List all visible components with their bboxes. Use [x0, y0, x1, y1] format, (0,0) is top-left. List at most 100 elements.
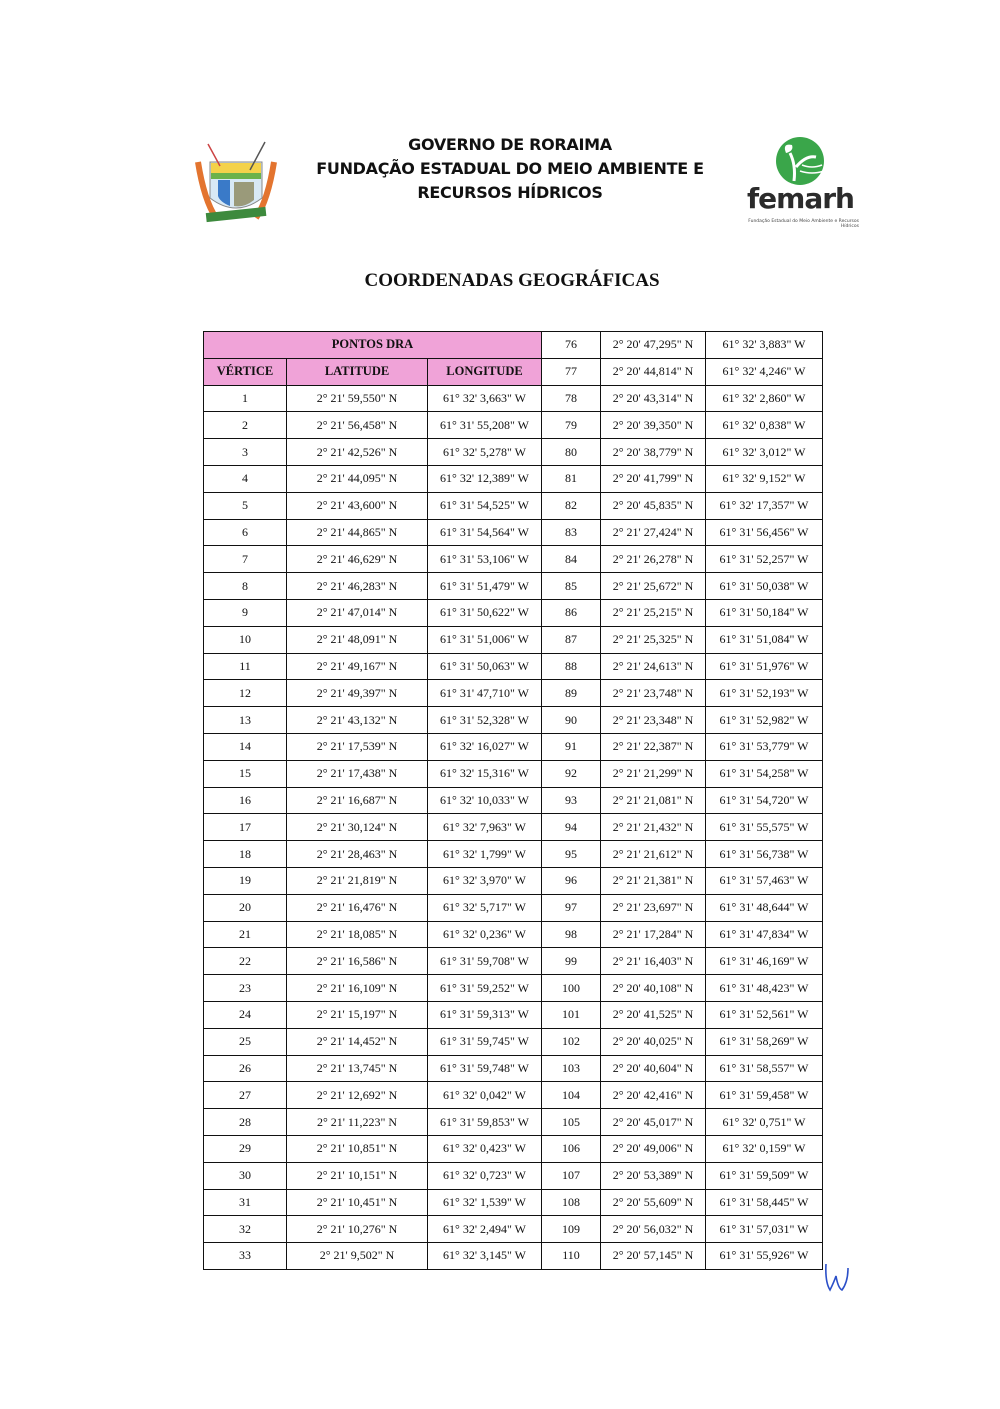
cell-vertice: 15: [203, 759, 287, 788]
cell-longitude: 61° 32' 0,042" W: [427, 1081, 542, 1110]
table-row: 6 2° 21' 44,865" N 61° 31' 54,564" W 83 2° 2…: [203, 518, 823, 547]
cell-vertice: 19: [203, 866, 287, 895]
cell-vertice: 79: [541, 411, 601, 440]
cell-vertice: 82: [541, 491, 601, 520]
cell-vertice: 2: [203, 411, 287, 440]
table-row: 10 2° 21' 48,091" N 61° 31' 51,006" W 87 2° …: [203, 625, 823, 654]
cell-latitude: 2° 20' 42,416" N: [600, 1081, 706, 1110]
table-row: 12 2° 21' 49,397" N 61° 31' 47,710" W 89 2° …: [203, 679, 823, 708]
cell-longitude: 61° 31' 54,258" W: [705, 759, 823, 788]
cell-vertice: 29: [203, 1134, 287, 1163]
header-line-foundation: FUNDAÇÃO ESTADUAL DO MEIO AMBIENTE E: [316, 159, 704, 178]
table-row: 17 2° 21' 30,124" N 61° 32' 7,963" W 94 2° 2…: [203, 813, 823, 842]
cell-latitude: 2° 21' 26,278" N: [600, 545, 706, 574]
cell-longitude: 61° 31' 59,708" W: [427, 947, 542, 976]
table-row: 3 2° 21' 42,526" N 61° 32' 5,278" W 80 2° 20…: [203, 438, 823, 466]
cell-vertice: 17: [203, 813, 287, 842]
cell-longitude: 61° 31' 50,184" W: [705, 598, 823, 627]
cell-longitude: 61° 31' 59,748" W: [427, 1054, 542, 1083]
cell-vertice: 18: [203, 840, 287, 868]
table-row: 16 2° 21' 16,687" N 61° 32' 10,033" W 93 2° …: [203, 786, 823, 815]
cell-vertice: 10: [203, 625, 287, 654]
table-row: 2 2° 21' 56,458" N 61° 31' 55,208" W 79 2° 2…: [203, 411, 823, 440]
coordinates-table: PONTOS DRA 76 2° 20' 47,295" N 61° 32' 3,88…: [203, 331, 823, 1270]
cell-longitude: 61° 32' 2,860" W: [705, 384, 823, 413]
cell-vertice: 80: [541, 438, 601, 466]
cell-latitude: 2° 21' 10,276" N: [286, 1215, 428, 1244]
cell-latitude: 2° 21' 21,299" N: [600, 759, 706, 788]
cell-latitude: 2° 21' 23,697" N: [600, 893, 706, 922]
cell-latitude: 2° 20' 39,350" N: [600, 411, 706, 440]
cell-longitude: 61° 32' 3,970" W: [427, 866, 542, 895]
cell-vertice: 86: [541, 598, 601, 627]
cell-longitude: 61° 32' 7,963" W: [427, 813, 542, 842]
cell-vertice: 33: [203, 1242, 287, 1270]
cell-longitude: 61° 32' 0,423" W: [427, 1134, 542, 1163]
cell-longitude: 61° 31' 48,644" W: [705, 893, 823, 922]
table-row: 8 2° 21' 46,283" N 61° 31' 51,479" W 85 2° 2…: [203, 572, 823, 600]
cell-vertice: 100: [541, 974, 601, 1002]
cell-latitude: 2° 21' 9,502" N: [286, 1242, 428, 1270]
cell-longitude: 61° 31' 53,779" W: [705, 732, 823, 761]
cell-longitude: 61° 32' 1,539" W: [427, 1188, 542, 1217]
cell-longitude: 61° 31' 54,720" W: [705, 786, 823, 815]
cell-longitude: 61° 32' 9,152" W: [705, 464, 823, 493]
table-row: 26 2° 21' 13,745" N 61° 31' 59,748" W 103 2°…: [203, 1054, 823, 1083]
table-row: 7 2° 21' 46,629" N 61° 31' 53,106" W 84 2° 2…: [203, 545, 823, 574]
cell-longitude: 61° 31' 51,006" W: [427, 625, 542, 654]
cell-vertice: 5: [203, 491, 287, 520]
cell-vertice: 101: [541, 1000, 601, 1029]
cell-vertice: 110: [541, 1242, 601, 1270]
cell-latitude: 2° 21' 13,745" N: [286, 1054, 428, 1083]
cell-latitude: 2° 21' 21,612" N: [600, 840, 706, 868]
table-row: 9 2° 21' 47,014" N 61° 31' 50,622" W 86 2° 2…: [203, 598, 823, 627]
cell-vertice: 102: [541, 1027, 601, 1056]
cell-longitude: 61° 32' 10,033" W: [427, 786, 542, 815]
cell-longitude: 61° 32' 2,494" W: [427, 1215, 542, 1244]
cell-latitude: 2° 21' 21,081" N: [600, 786, 706, 815]
cell-latitude: 2° 21' 24,613" N: [600, 652, 706, 681]
femarh-subtitle: Fundação Estadual do Meio Ambiente e Rec…: [748, 219, 859, 229]
cell-longitude: 61° 32' 3,883" W: [705, 331, 823, 359]
cell-longitude: 61° 32' 1,799" W: [427, 840, 542, 868]
cell-vertice: 12: [203, 679, 287, 708]
cell-latitude: 2° 21' 18,085" N: [286, 920, 428, 949]
cell-latitude: 2° 21' 30,124" N: [286, 813, 428, 842]
cell-longitude: 61° 31' 52,193" W: [705, 679, 823, 708]
table-row: 33 2° 21' 9,502" N 61° 32' 3,145" W 110 2° 2…: [203, 1242, 823, 1270]
cell-latitude: 2° 21' 17,539" N: [286, 732, 428, 761]
table-row: 4 2° 21' 44,095" N 61° 32' 12,389" W 81 2° 2…: [203, 464, 823, 493]
table-row: PONTOS DRA 76 2° 20' 47,295" N 61° 32' 3,88…: [203, 331, 823, 359]
cell-longitude: 61° 32' 0,723" W: [427, 1161, 542, 1190]
cell-longitude: 61° 31' 51,084" W: [705, 625, 823, 654]
cell-longitude: 61° 31' 50,063" W: [427, 652, 542, 681]
cell-vertice: 98: [541, 920, 601, 949]
cell-vertice: 95: [541, 840, 601, 868]
cell-latitude: 2° 21' 21,432" N: [600, 813, 706, 842]
cell-vertice: 85: [541, 572, 601, 600]
cell-latitude: 2° 21' 43,600" N: [286, 491, 428, 520]
cell-vertice: 8: [203, 572, 287, 600]
cell-latitude: 2° 21' 25,215" N: [600, 598, 706, 627]
cell-vertice: 11: [203, 652, 287, 681]
cell-longitude: 61° 31' 54,525" W: [427, 491, 542, 520]
cell-latitude: 2° 21' 12,692" N: [286, 1081, 428, 1110]
cell-latitude: 2° 21' 28,463" N: [286, 840, 428, 868]
cell-longitude: 61° 32' 0,159" W: [705, 1134, 823, 1163]
cell-latitude: 2° 20' 38,779" N: [600, 438, 706, 466]
cell-latitude: 2° 21' 23,348" N: [600, 706, 706, 734]
cell-latitude: 2° 20' 57,145" N: [600, 1242, 706, 1270]
cell-longitude: 61° 31' 52,257" W: [705, 545, 823, 574]
cell-latitude: 2° 21' 10,151" N: [286, 1161, 428, 1190]
cell-longitude: 61° 31' 52,328" W: [427, 706, 542, 734]
cell-latitude: 2° 21' 59,550" N: [286, 384, 428, 413]
cell-longitude: 61° 31' 55,575" W: [705, 813, 823, 842]
table-row: 24 2° 21' 15,197" N 61° 31' 59,313" W 101 2°…: [203, 1000, 823, 1029]
cell-latitude: 2° 21' 10,851" N: [286, 1134, 428, 1163]
femarh-logo: femarh Fundação Estadual do Meio Ambient…: [742, 135, 862, 230]
cell-latitude: 2° 21' 22,387" N: [600, 732, 706, 761]
cell-vertice: 96: [541, 866, 601, 895]
group-header-pontos-dra: PONTOS DRA: [203, 331, 542, 359]
cell-longitude: 61° 31' 58,557" W: [705, 1054, 823, 1083]
header-line-government: GOVERNO DE RORAIMA: [408, 135, 612, 154]
